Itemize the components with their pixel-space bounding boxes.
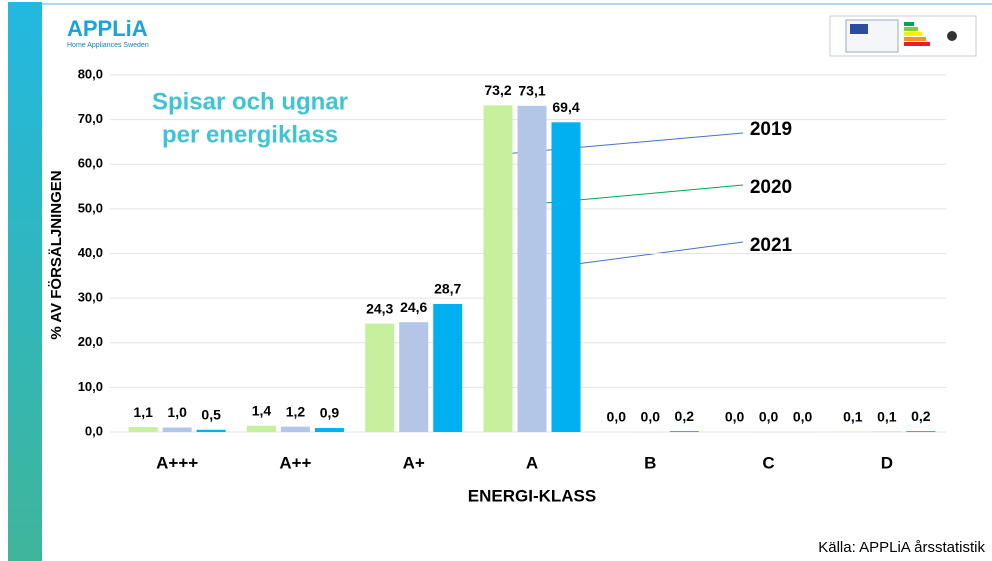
value-label: 0,1	[843, 408, 863, 424]
y-tick-label: 50,0	[78, 200, 103, 215]
value-label: 1,2	[286, 403, 306, 419]
legend-label: 2019	[750, 119, 792, 140]
value-label: 0,1	[877, 408, 897, 424]
bar	[552, 122, 581, 432]
value-label: 73,1	[518, 82, 545, 98]
bar	[129, 427, 158, 432]
value-label: 0,5	[201, 406, 221, 422]
legend-label: 2020	[750, 177, 792, 198]
bar	[670, 431, 699, 432]
x-tick-label: D	[881, 453, 893, 472]
value-label: 0,0	[793, 409, 813, 425]
x-tick-label: A++	[279, 453, 311, 472]
bar	[247, 426, 276, 432]
bar	[163, 428, 192, 432]
bar	[399, 322, 428, 432]
value-label: 0,0	[607, 409, 627, 425]
bar	[197, 430, 226, 432]
chart-title: Spisar och ugnar	[152, 88, 348, 115]
legend-label: 2021	[750, 235, 793, 256]
bar	[315, 428, 344, 432]
value-label: 0,9	[320, 405, 340, 421]
bar	[518, 106, 547, 432]
bar	[365, 324, 394, 432]
chart-title: per energiklass	[162, 121, 338, 148]
value-label: 24,3	[366, 300, 393, 316]
x-tick-label: B	[644, 453, 656, 472]
x-tick-label: C	[762, 453, 774, 472]
value-label: 1,0	[167, 404, 187, 420]
energy-label-icon	[830, 16, 976, 56]
value-label: 0,2	[675, 408, 695, 424]
logo: APPLiA	[67, 16, 148, 41]
x-tick-label: A	[526, 453, 538, 472]
bar	[906, 431, 935, 432]
y-axis-label: % AV FÖRSÄLJNINGEN	[48, 170, 65, 339]
y-tick-label: 20,0	[78, 334, 103, 349]
value-label: 1,4	[252, 402, 272, 418]
side-bar	[8, 2, 42, 561]
x-tick-label: A+++	[156, 453, 198, 472]
value-label: 73,2	[484, 82, 511, 98]
y-tick-label: 10,0	[78, 379, 103, 394]
x-tick-label: A+	[403, 453, 425, 472]
y-tick-label: 70,0	[78, 111, 103, 126]
source: Källa: APPLiA årsstatistik	[818, 539, 985, 556]
value-label: 1,1	[133, 404, 153, 420]
y-tick-label: 0,0	[85, 423, 103, 438]
y-tick-label: 60,0	[78, 156, 103, 171]
y-tick-label: 40,0	[78, 245, 103, 260]
logo-subtitle: Home Appliances Sweden	[67, 42, 149, 49]
x-axis-label: ENERGI-KLASS	[468, 486, 596, 505]
bar	[281, 427, 310, 432]
y-tick-label: 80,0	[78, 66, 103, 81]
value-label: 0,0	[725, 409, 745, 425]
value-label: 0,2	[911, 408, 931, 424]
value-label: 28,7	[434, 281, 461, 297]
value-label: 69,4	[552, 99, 579, 115]
bar	[484, 105, 513, 432]
slide: APPLiA Home Appliances Sweden Spisar och…	[0, 0, 992, 561]
value-label: 24,6	[400, 299, 427, 315]
y-tick-label: 30,0	[78, 290, 103, 305]
value-label: 0,0	[641, 409, 661, 425]
value-label: 0,0	[759, 409, 779, 425]
bar	[433, 304, 462, 432]
